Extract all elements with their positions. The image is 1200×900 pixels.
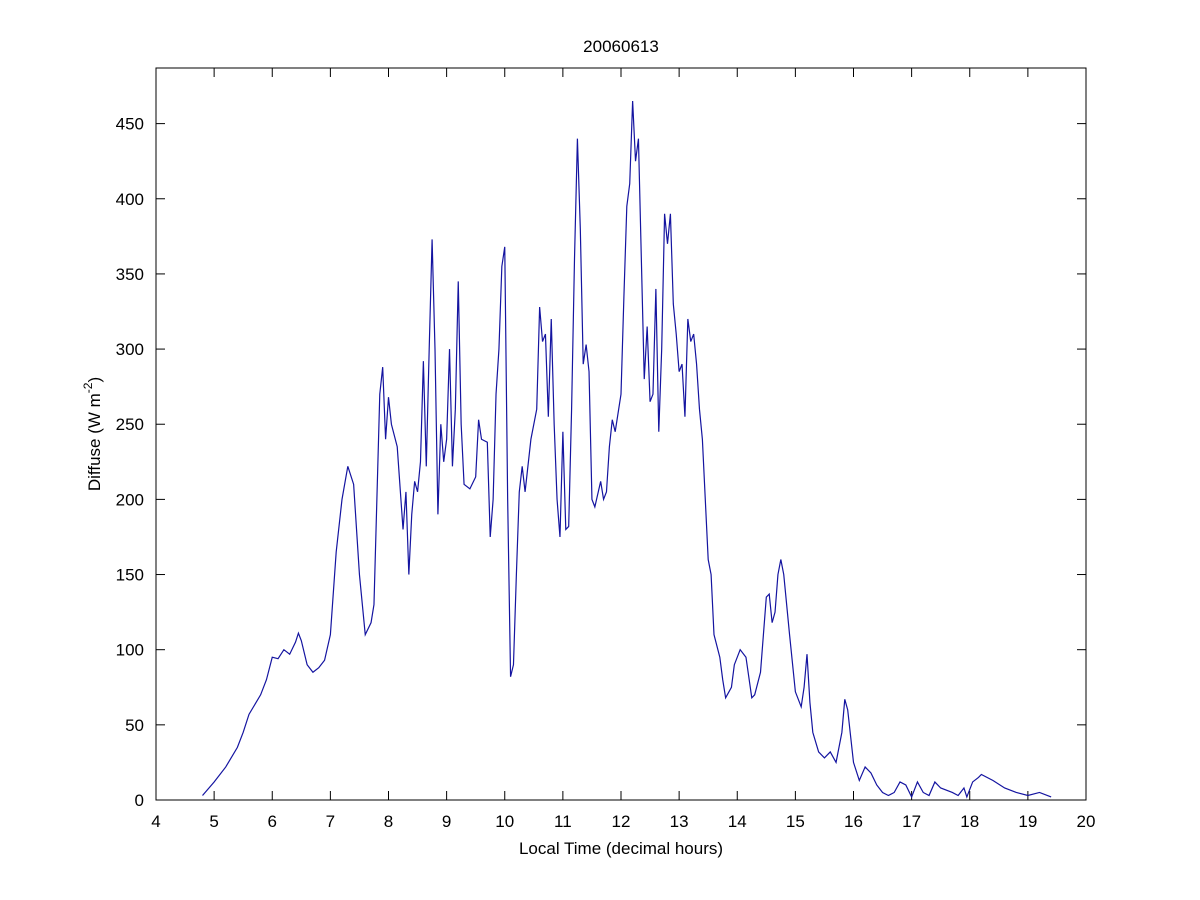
y-label-superscript: -2 (81, 382, 95, 393)
y-tick-label: 300 (116, 340, 144, 359)
x-tick-label: 10 (495, 812, 514, 831)
x-tick-label: 14 (728, 812, 747, 831)
x-tick-label: 17 (902, 812, 921, 831)
y-tick-label: 200 (116, 490, 144, 509)
x-tick-label: 12 (612, 812, 631, 831)
y-tick-label: 400 (116, 190, 144, 209)
x-tick-label: 6 (268, 812, 277, 831)
x-tick-label: 4 (151, 812, 160, 831)
x-tick-label: 19 (1018, 812, 1037, 831)
x-tick-label: 20 (1077, 812, 1096, 831)
axes-box (155, 67, 1087, 801)
x-tick-label: 8 (384, 812, 393, 831)
y-tick-label: 100 (116, 641, 144, 660)
y-tick-label: 0 (135, 791, 144, 810)
y-tick-label: 50 (125, 716, 144, 735)
x-tick-label: 9 (442, 812, 451, 831)
data-line (202, 101, 1052, 799)
y-tick-label: 450 (116, 115, 144, 134)
x-tick-label: 5 (209, 812, 218, 831)
x-axis-label: Local Time (decimal hours) (519, 839, 723, 858)
y-label-suffix: ) (85, 377, 104, 383)
y-tick-label: 150 (116, 566, 144, 585)
y-tick-label: 350 (116, 265, 144, 284)
x-tick-label: 18 (960, 812, 979, 831)
x-tick-label: 15 (786, 812, 805, 831)
y-axis-label: Diffuse (W m-2) (81, 377, 104, 491)
y-label-text: Diffuse (W m (85, 393, 104, 491)
x-tick-label: 13 (670, 812, 689, 831)
x-tick-label: 11 (554, 812, 572, 831)
x-tick-label: 16 (844, 812, 863, 831)
y-tick-label: 250 (116, 415, 144, 434)
chart-title: 20060613 (583, 37, 659, 56)
x-tick-label: 7 (326, 812, 335, 831)
